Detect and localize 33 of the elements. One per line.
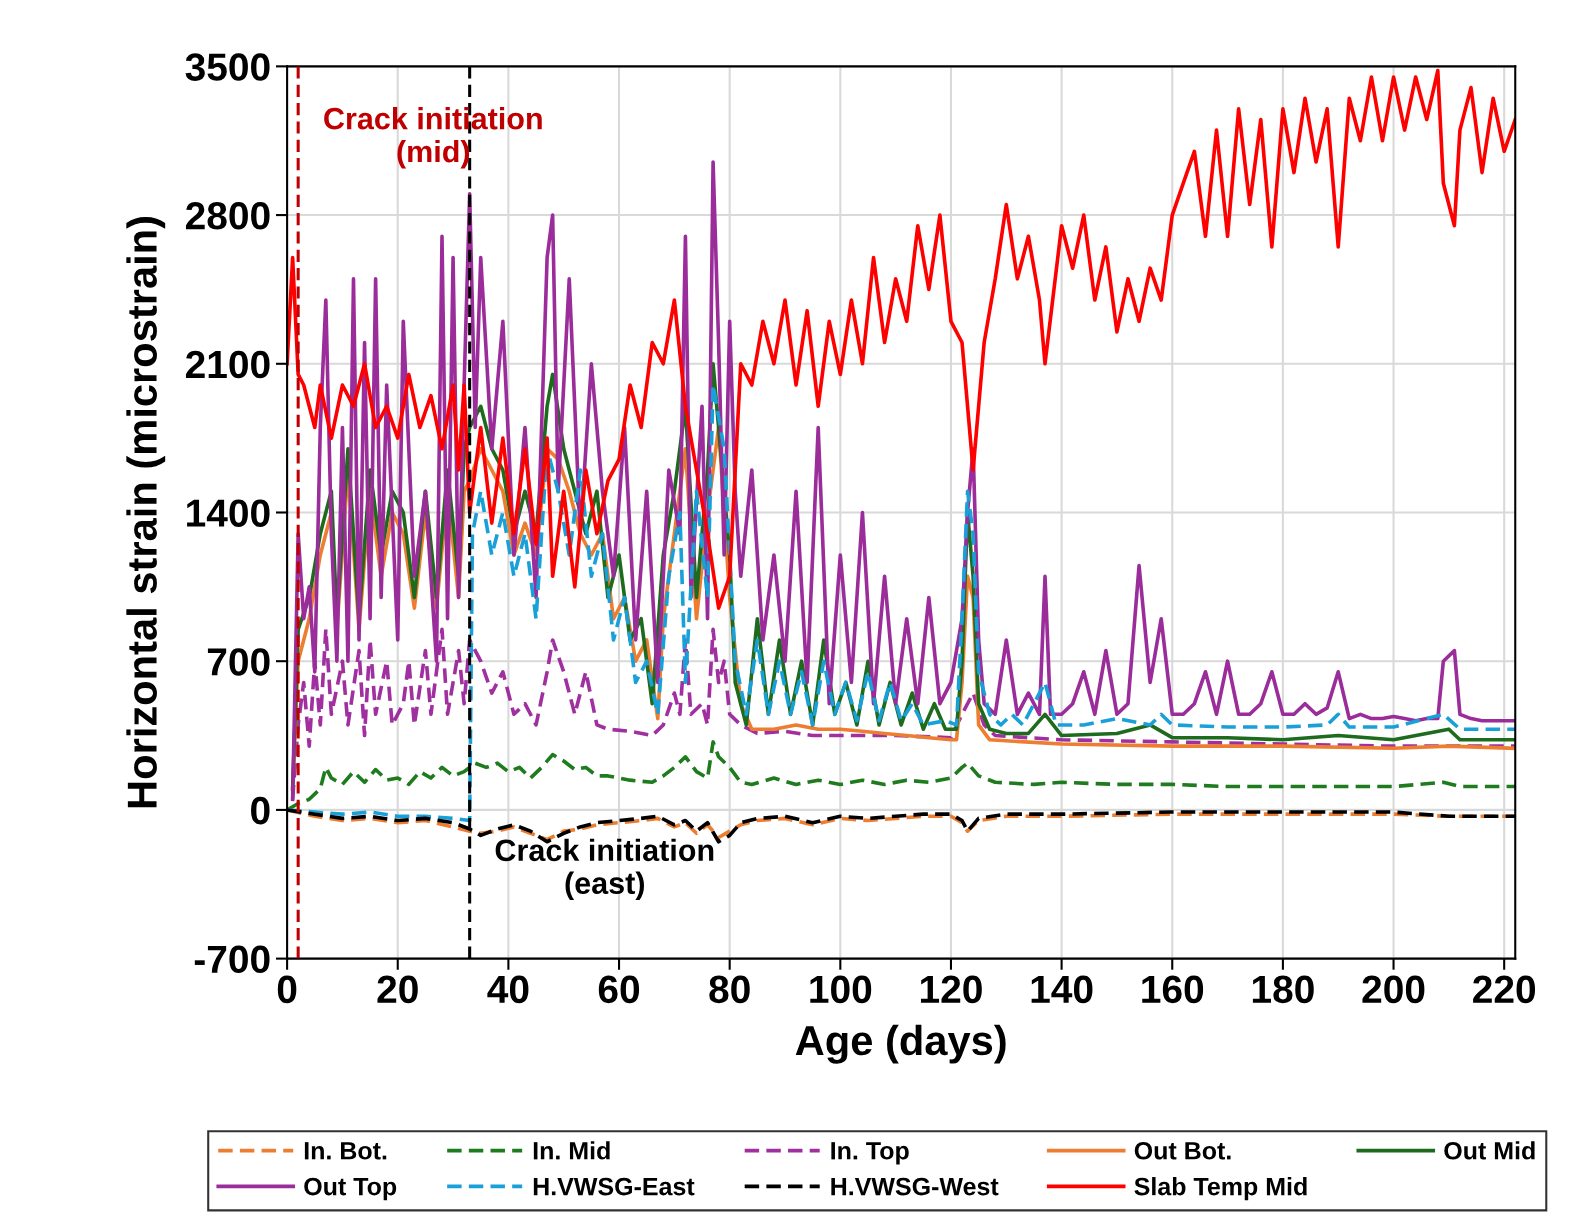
legend-label: Out Top xyxy=(304,1177,397,1201)
x-tick-label: 100 xyxy=(810,975,872,1004)
y-axis-title: Horizontal strain (microstrain) xyxy=(126,217,166,808)
x-tick-label: 20 xyxy=(377,975,418,1004)
line-series xyxy=(287,740,1516,812)
ref-line-label: Crack initiation (east) xyxy=(495,838,714,901)
legend-label: Slab Temp Mid xyxy=(1134,1177,1307,1201)
x-tick-label: 120 xyxy=(920,975,982,1004)
x-tick-label: 220 xyxy=(1473,975,1536,1004)
ref-line-label: Crack initiation (mid) xyxy=(324,107,542,169)
y-tick-label: 700 xyxy=(207,648,270,676)
legend-label: In. Mid xyxy=(533,1141,610,1160)
x-tick-label: 0 xyxy=(277,975,297,1004)
legend-label: Out Mid xyxy=(1444,1141,1535,1160)
legend-label: Out Bot. xyxy=(1134,1141,1231,1160)
y-tick-label: -700 xyxy=(194,945,270,974)
x-tick-label: 40 xyxy=(487,975,529,1004)
y-tick-label: 2100 xyxy=(185,350,270,379)
legend-label: In. Bot. xyxy=(304,1142,387,1160)
x-tick-label: 160 xyxy=(1142,975,1204,1004)
x-tick-label: 80 xyxy=(709,975,750,1004)
y-tick-label: 3500 xyxy=(185,53,270,81)
x-tick-label: 140 xyxy=(1031,975,1093,1004)
x-tick-label: 180 xyxy=(1252,975,1314,1004)
legend-label: H.VWSG-West xyxy=(831,1177,999,1196)
legend-label: H.VWSG-East xyxy=(533,1177,695,1196)
y-tick-label: 0 xyxy=(251,796,270,825)
x-axis-title: Age (days) xyxy=(795,1024,1006,1064)
legend-label: In. Top xyxy=(831,1142,909,1165)
y-tick-label: 1400 xyxy=(187,499,270,527)
y-tick-label: 2800 xyxy=(185,202,270,230)
x-tick-label: 200 xyxy=(1362,975,1425,1004)
x-tick-label: 60 xyxy=(598,975,640,1004)
